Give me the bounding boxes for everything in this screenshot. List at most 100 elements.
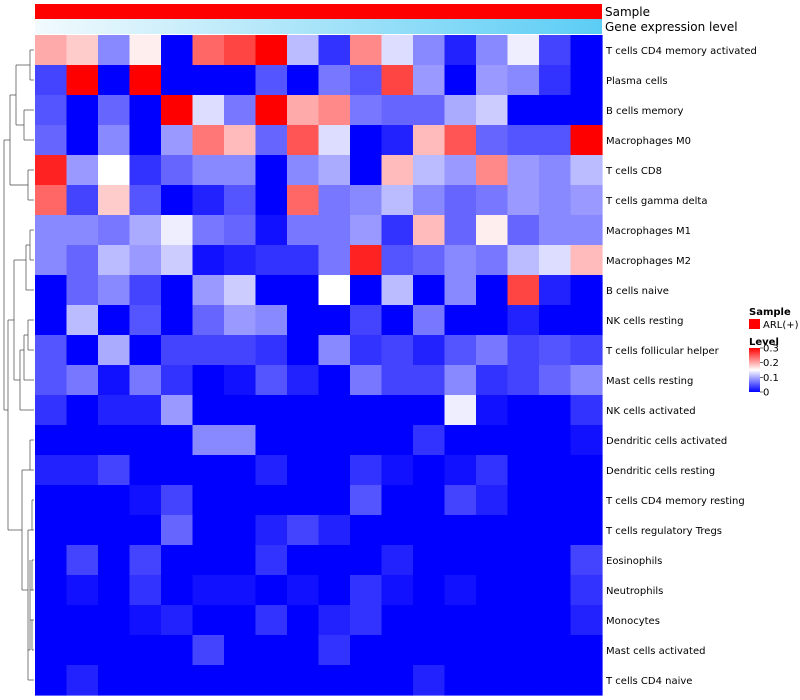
heatmap-cell (444, 455, 477, 486)
heatmap-cell (350, 665, 383, 696)
row-label: Macrophages M1 (606, 226, 691, 237)
heatmap-cell (444, 215, 477, 246)
heatmap-cell (381, 575, 414, 606)
heatmap-cell (35, 425, 68, 456)
heatmap-cell (444, 305, 477, 336)
heatmap-cell (570, 575, 603, 606)
heatmap-cell (413, 485, 446, 516)
heatmap-cell (161, 305, 194, 336)
heatmap-cell (287, 635, 320, 666)
heatmap-cell (444, 665, 477, 696)
row-label: T cells regulatory Tregs (605, 526, 722, 537)
heatmap-cell (507, 65, 540, 96)
expression-level-track (35, 19, 602, 34)
heatmap-cell (570, 305, 603, 336)
heatmap-cell (539, 65, 572, 96)
heatmap-cell (350, 425, 383, 456)
heatmap-cell (318, 665, 351, 696)
heatmap-cell (66, 575, 99, 606)
heatmap-cell (66, 65, 99, 96)
heatmap-cell (255, 485, 288, 516)
heatmap-cell (224, 335, 257, 366)
heatmap-cell (161, 155, 194, 186)
heatmap-cell (161, 215, 194, 246)
heatmap-cell (224, 215, 257, 246)
heatmap-cell (381, 665, 414, 696)
heatmap-cell (224, 185, 257, 216)
heatmap-cell (192, 515, 225, 546)
heatmap-cell (35, 515, 68, 546)
heatmap-cell (570, 185, 603, 216)
heatmap-cell (287, 245, 320, 276)
heatmap-cell (570, 515, 603, 546)
heatmap-cell (192, 125, 225, 156)
heatmap-cell (98, 455, 131, 486)
heatmap-cell (350, 245, 383, 276)
heatmap-cell (287, 125, 320, 156)
heatmap-cell (129, 455, 162, 486)
heatmap-cell (224, 605, 257, 636)
heatmap-cell (318, 335, 351, 366)
heatmap-cell (350, 155, 383, 186)
heatmap-cell (255, 335, 288, 366)
heatmap-cell (539, 125, 572, 156)
heatmap-cell (350, 335, 383, 366)
heatmap-cell (192, 215, 225, 246)
heatmap-cell (381, 455, 414, 486)
heatmap-cell (539, 455, 572, 486)
heatmap-cell (350, 515, 383, 546)
heatmap-cell (570, 635, 603, 666)
heatmap-cell (129, 95, 162, 126)
legend-level-tick-label: 0.3 (763, 344, 779, 355)
heatmap-cell (539, 365, 572, 396)
row-label: B cells naive (606, 286, 669, 297)
heatmap-cell (539, 635, 572, 666)
heatmap-cell (98, 575, 131, 606)
heatmap-cell (507, 545, 540, 576)
heatmap-cell (161, 665, 194, 696)
heatmap-cell (192, 425, 225, 456)
heatmap-cell (192, 155, 225, 186)
heatmap-cell (192, 545, 225, 576)
row-label: Plasma cells (606, 76, 668, 87)
heatmap-cell (318, 125, 351, 156)
heatmap-cell (381, 515, 414, 546)
heatmap-cell (507, 365, 540, 396)
heatmap-cell (350, 275, 383, 306)
heatmap-cell (381, 215, 414, 246)
heatmap-cell (35, 545, 68, 576)
heatmap-cell (539, 95, 572, 126)
heatmap-cell (570, 125, 603, 156)
heatmap-cell (287, 665, 320, 696)
heatmap-cell (381, 545, 414, 576)
heatmap-cell (35, 155, 68, 186)
heatmap-cell (444, 485, 477, 516)
row-label: T cells CD4 memory activated (605, 46, 757, 57)
heatmap-cell (381, 485, 414, 516)
heatmap-cell (444, 245, 477, 276)
heatmap-cell (413, 395, 446, 426)
heatmap-cell (350, 485, 383, 516)
heatmap-cell (413, 245, 446, 276)
heatmap-cell (224, 95, 257, 126)
heatmap-cell (318, 485, 351, 516)
heatmap-cell (287, 65, 320, 96)
row-label: Macrophages M2 (606, 256, 691, 267)
row-label: T cells CD4 naive (605, 676, 692, 687)
heatmap-cell (35, 65, 68, 96)
heatmap-cell (35, 245, 68, 276)
heatmap-cell (98, 665, 131, 696)
heatmap-cell (192, 35, 225, 66)
heatmap-cell (539, 155, 572, 186)
heatmap-cell (444, 155, 477, 186)
legend-level-ticks: 0.3 0.2 0.1 0 (760, 344, 779, 399)
heatmap-cell (35, 335, 68, 366)
heatmap-cell (161, 125, 194, 156)
row-label: Monocytes (606, 616, 660, 627)
heatmap-cell (318, 425, 351, 456)
legend-level-tick-label: 0 (763, 388, 769, 399)
heatmap-cell (570, 425, 603, 456)
heatmap-cell (570, 545, 603, 576)
heatmap-cell (413, 95, 446, 126)
heatmap-cell (507, 275, 540, 306)
